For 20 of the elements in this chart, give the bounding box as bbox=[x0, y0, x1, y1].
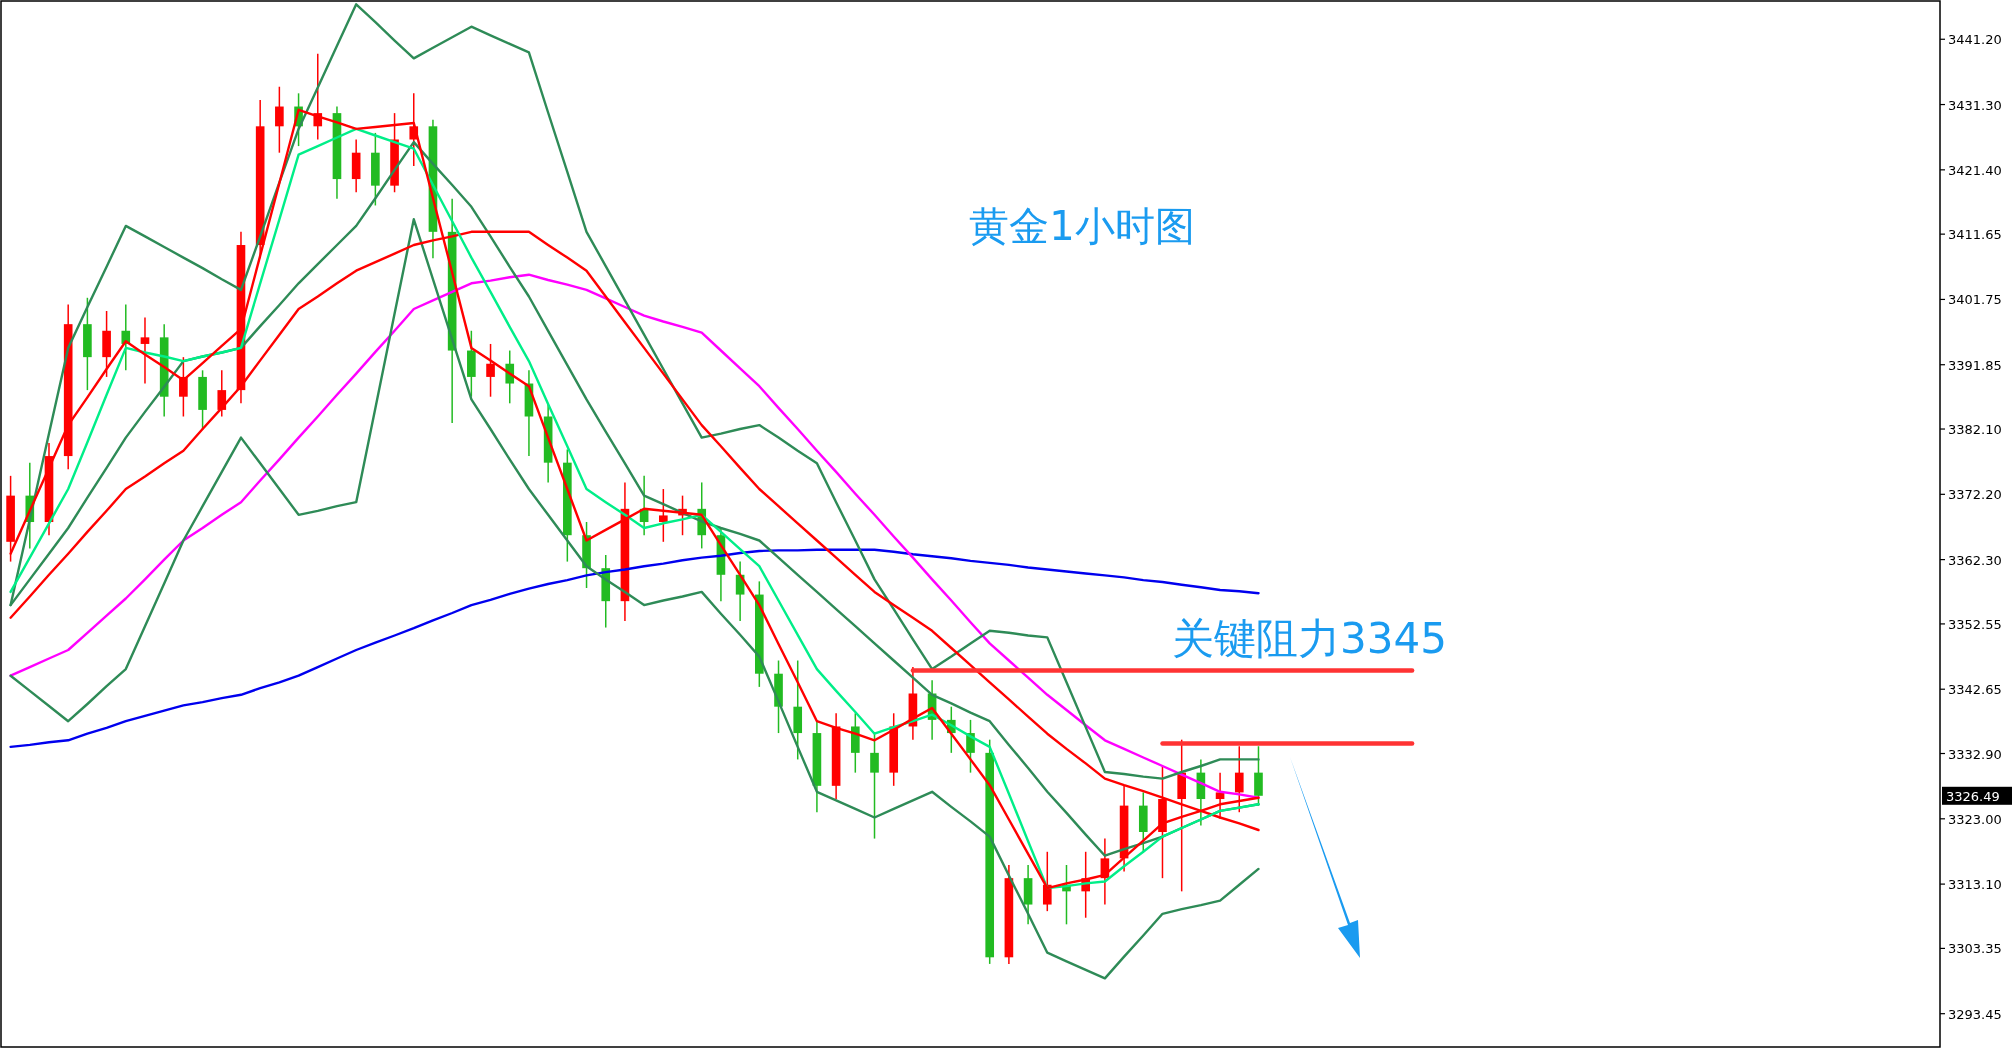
y-tick-label: 3431.30 bbox=[1948, 97, 2002, 113]
y-tick-label: 3372.20 bbox=[1948, 487, 2002, 503]
y-tick-label: 3332.90 bbox=[1948, 746, 2002, 762]
y-tick-label: 3382.10 bbox=[1948, 422, 2002, 438]
text: 3326.49 bbox=[1946, 788, 2000, 804]
y-tick-label: 3313.10 bbox=[1948, 877, 2002, 893]
line-series bbox=[9, 548, 1260, 749]
text: 黄金1小时图 bbox=[969, 203, 1195, 249]
y-tick-label: 3303.35 bbox=[1948, 941, 2002, 957]
y-tick-label: 3323.00 bbox=[1948, 811, 2002, 827]
y-tick-label: 3293.45 bbox=[1948, 1006, 2002, 1022]
y-tick-label: 3391.85 bbox=[1948, 357, 2002, 373]
y-tick-label: 3352.55 bbox=[1948, 616, 2002, 632]
y-tick-label: 3342.65 bbox=[1948, 682, 2002, 698]
annotation: 关键阻力3345 bbox=[1172, 614, 1447, 663]
y-tick-label: 3441.20 bbox=[1948, 32, 2002, 48]
y-tick-label: 3421.40 bbox=[1948, 162, 2002, 178]
y-tick-label: 3411.65 bbox=[1948, 227, 2002, 243]
y-tick-label: 3362.30 bbox=[1948, 552, 2002, 568]
y-tick-label: 3401.75 bbox=[1948, 292, 2002, 308]
